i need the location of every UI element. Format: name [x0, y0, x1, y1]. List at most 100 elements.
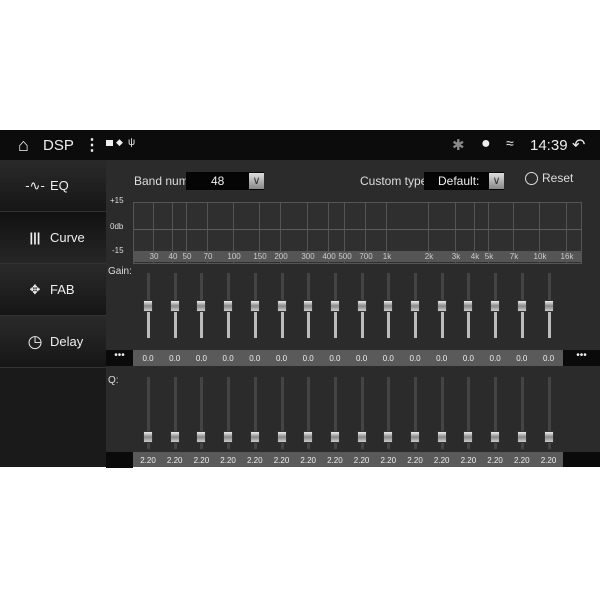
gain-slider[interactable] — [143, 273, 153, 338]
sidebar-item-delay[interactable]: ◷ Delay — [0, 316, 106, 368]
slider-knob[interactable] — [463, 300, 474, 312]
slider-knob[interactable] — [490, 431, 501, 443]
gain-slider[interactable] — [223, 273, 234, 338]
home-icon[interactable]: ⌂ — [18, 135, 29, 155]
q-value: 2.20 — [460, 456, 477, 465]
q-value: 2.20 — [327, 456, 343, 465]
q-slider[interactable] — [276, 377, 287, 449]
slider-knob[interactable] — [383, 431, 394, 443]
back-icon[interactable]: ↶ — [572, 137, 586, 154]
sidebar-item-label: FAB — [50, 282, 75, 297]
reset-label: Reset — [542, 171, 574, 185]
q-value: 2.20 — [220, 456, 236, 465]
gain-slider[interactable] — [410, 273, 420, 338]
gridline — [153, 203, 154, 263]
q-slider[interactable] — [249, 377, 260, 449]
q-slider[interactable] — [356, 377, 367, 449]
slider-knob[interactable] — [436, 431, 447, 443]
slider-knob[interactable] — [143, 300, 153, 312]
slider-knob[interactable] — [543, 431, 554, 443]
slider-knob[interactable] — [356, 431, 367, 443]
gridline — [513, 203, 514, 263]
q-slider[interactable] — [383, 377, 394, 449]
slider-knob[interactable] — [410, 300, 420, 312]
freq-label: 2k — [424, 252, 434, 261]
q-value: 2.20 — [166, 456, 183, 465]
bluetooth-icon: ✱ — [452, 137, 465, 154]
q-slider[interactable] — [490, 377, 501, 449]
slider-knob[interactable] — [276, 431, 287, 443]
slider-knob[interactable] — [223, 300, 234, 312]
slider-knob[interactable] — [463, 431, 474, 443]
slider-knob[interactable] — [169, 431, 180, 443]
q-slider[interactable] — [196, 377, 207, 449]
more-vertical-icon[interactable]: ⋮ — [84, 137, 100, 154]
q-slider[interactable] — [463, 377, 474, 449]
slider-knob[interactable] — [303, 431, 314, 443]
gain-value: 0.0 — [302, 354, 314, 363]
slider-knob[interactable] — [143, 431, 153, 443]
slider-track — [280, 377, 284, 449]
gridline — [280, 203, 281, 263]
gain-slider[interactable] — [543, 273, 554, 338]
slider-knob[interactable] — [223, 431, 234, 443]
gain-slider[interactable] — [356, 273, 367, 338]
custom-type-select[interactable]: Default: ∨ — [424, 172, 504, 190]
q-slider[interactable] — [143, 377, 153, 449]
q-slider[interactable] — [516, 377, 527, 449]
reset-button[interactable]: Reset — [525, 171, 573, 185]
gain-slider[interactable] — [169, 273, 180, 338]
scroll-left-button[interactable]: ••• — [106, 350, 133, 366]
freq-label: 4k — [470, 252, 480, 261]
q-slider[interactable] — [303, 377, 314, 449]
gain-slider[interactable] — [329, 273, 340, 338]
gain-slider[interactable] — [516, 273, 527, 338]
freq-label: 30 — [149, 252, 159, 261]
gain-slider[interactable] — [383, 273, 394, 338]
q-slider[interactable] — [543, 377, 554, 449]
slider-knob[interactable] — [303, 300, 314, 312]
q-slider[interactable] — [410, 377, 420, 449]
slider-knob[interactable] — [276, 300, 287, 312]
q-slider[interactable] — [436, 377, 447, 449]
slider-knob[interactable] — [356, 300, 367, 312]
slider-knob[interactable] — [383, 300, 394, 312]
gridline — [488, 203, 489, 263]
slider-knob[interactable] — [543, 300, 554, 312]
gain-slider[interactable] — [276, 273, 287, 338]
slider-fill — [307, 306, 311, 338]
slider-knob[interactable] — [249, 431, 260, 443]
gain-slider[interactable] — [463, 273, 474, 338]
band-num-value: 48 — [211, 174, 225, 188]
gain-slider[interactable] — [249, 273, 260, 338]
q-slider[interactable] — [223, 377, 234, 449]
slider-knob[interactable] — [169, 300, 180, 312]
q-value: 2.20 — [433, 456, 450, 465]
slider-knob[interactable] — [196, 431, 207, 443]
slider-knob[interactable] — [329, 431, 340, 443]
gain-value: 0.0 — [356, 354, 368, 363]
slider-knob[interactable] — [329, 300, 340, 312]
slider-knob[interactable] — [196, 300, 207, 312]
scroll-right-button[interactable]: ••• — [563, 350, 600, 366]
slider-knob[interactable] — [410, 431, 420, 443]
sidebar-item-eq[interactable]: -∿- EQ — [0, 160, 106, 212]
slider-knob[interactable] — [436, 300, 447, 312]
slider-knob[interactable] — [516, 431, 527, 443]
slider-knob[interactable] — [249, 300, 260, 312]
gain-slider[interactable] — [196, 273, 207, 338]
band-num-select[interactable]: 48 ∨ — [186, 172, 264, 190]
gridline — [566, 203, 567, 263]
gridline — [328, 203, 329, 263]
q-slider[interactable] — [329, 377, 340, 449]
gain-slider[interactable] — [490, 273, 501, 338]
sidebar-item-curve[interactable]: ||| Curve — [0, 212, 106, 264]
gain-slider[interactable] — [303, 273, 314, 338]
freq-label: 40 — [168, 252, 178, 261]
q-slider[interactable] — [169, 377, 180, 449]
gridline — [365, 203, 366, 263]
slider-knob[interactable] — [516, 300, 527, 312]
sidebar-item-fab[interactable]: ✥ FAB — [0, 264, 106, 316]
gain-slider[interactable] — [436, 273, 447, 338]
slider-knob[interactable] — [490, 300, 501, 312]
